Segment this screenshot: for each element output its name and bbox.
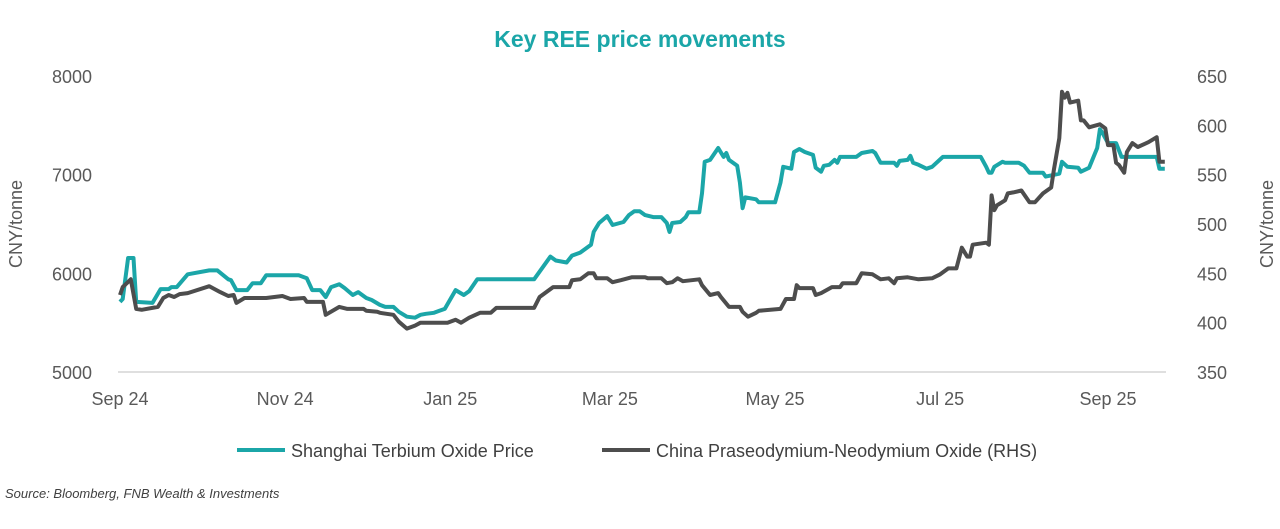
- legend-label-terbium: Shanghai Terbium Oxide Price: [291, 441, 534, 461]
- legend: Shanghai Terbium Oxide Price China Prase…: [237, 441, 1037, 461]
- left-axis-title: CNY/tonne: [6, 180, 26, 268]
- right-axis-title: CNY/tonne: [1257, 180, 1277, 268]
- x-axis-ticks: Sep 24 Nov 24 Jan 25 Mar 25 May 25 Jul 25 Sep …: [91, 389, 1136, 409]
- left-tick-label: 5000: [52, 363, 92, 383]
- x-tick-label: Mar 25: [582, 389, 638, 409]
- x-tick-label: Jul 25: [916, 389, 964, 409]
- source-note: Source: Bloomberg, FNB Wealth & Investme…: [5, 486, 280, 501]
- right-tick-label: 650: [1197, 67, 1227, 87]
- left-tick-label: 8000: [52, 67, 92, 87]
- right-tick-label: 600: [1197, 116, 1227, 136]
- x-tick-label: Jan 25: [423, 389, 477, 409]
- series-line-terbium: [118, 127, 1165, 320]
- left-tick-label: 7000: [52, 166, 92, 186]
- x-tick-label: May 25: [746, 389, 805, 409]
- right-tick-label: 350: [1197, 363, 1227, 383]
- series-line-prnd: [118, 89, 1165, 331]
- series-group: [118, 89, 1165, 331]
- x-tick-label: Nov 24: [257, 389, 314, 409]
- right-tick-label: 550: [1197, 166, 1227, 186]
- right-tick-label: 450: [1197, 264, 1227, 284]
- left-axis-ticks: 5000 6000 7000 8000: [52, 67, 92, 383]
- x-tick-label: Sep 24: [91, 389, 148, 409]
- left-tick-label: 6000: [52, 264, 92, 284]
- legend-label-prnd: China Praseodymium-Neodymium Oxide (RHS): [656, 441, 1037, 461]
- right-axis-ticks: 350 400 450 500 550 600 650: [1197, 67, 1227, 383]
- right-tick-label: 500: [1197, 215, 1227, 235]
- right-tick-label: 400: [1197, 314, 1227, 334]
- chart-title: Key REE price movements: [494, 26, 785, 52]
- x-tick-label: Sep 25: [1079, 389, 1136, 409]
